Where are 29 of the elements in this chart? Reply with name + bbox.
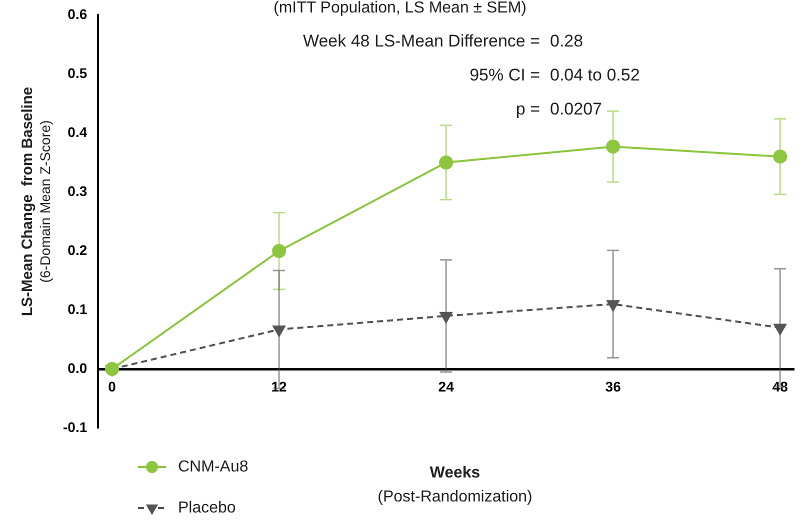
y-tick-label: 0.1 [68,300,88,317]
x-axis-title: Weeks (Post-Randomization) [378,464,532,506]
y-tick-label: 0.3 [68,182,88,199]
point [272,325,286,336]
point [606,300,620,312]
y-tick-label: 0.2 [68,242,88,258]
point [606,140,620,154]
y-axis-title: LS-Mean Change from Baseline (6-Domain Mean Z-Score) [19,86,53,316]
legend-label: CNM-Au8 [178,458,248,476]
y-tick-label: 0.4 [68,124,88,140]
point [440,312,452,323]
y-tick-label: 0.0 [68,360,88,376]
x-tick-label: 12 [271,378,288,394]
y-tick-label: 0.5 [68,64,88,81]
x-tick-label: 0 [108,378,116,394]
point [773,150,788,164]
point [439,156,454,170]
annotation: 95% CI = 0.04 to 0.52 [470,66,640,85]
x-tick-label: 36 [605,378,622,394]
x-tick-label: 24 [438,378,454,394]
annotation: p = 0.0207 [516,100,602,119]
point [272,244,286,258]
y-tick-label: 0.6 [68,6,88,22]
annotation: Week 48 LS-Mean Difference = 0.28 [302,32,584,51]
point [774,324,786,335]
chart-title: (mITT Population, LS Mean ± SEM) [273,0,527,16]
legend-label: Placebo [178,499,236,516]
y-tick-label: -0.1 [63,418,88,435]
x-tick-label: 48 [772,378,788,394]
